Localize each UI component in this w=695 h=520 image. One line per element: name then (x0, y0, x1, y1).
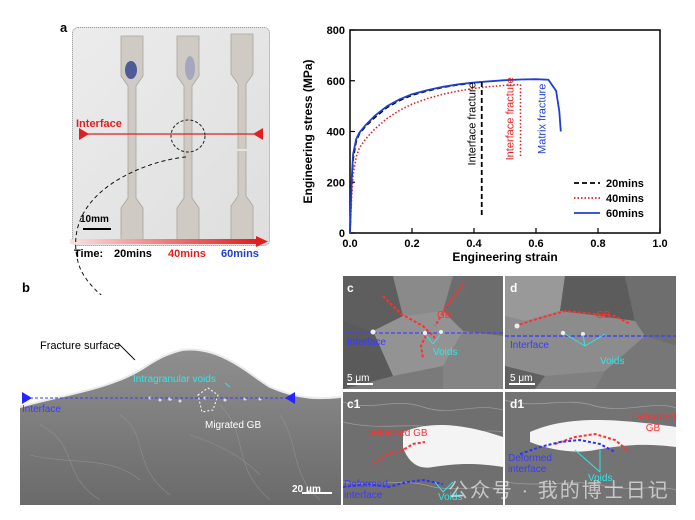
interface-label-d: Interface (510, 340, 549, 351)
deformed-interface-label-c1: Deformed interface (344, 479, 388, 501)
x-tick-label: 0.0 (342, 238, 357, 250)
scale-bar-label-b: 20 μm (292, 484, 321, 495)
blue-ink-mark (125, 61, 137, 79)
panel-b-letter: b (22, 280, 30, 295)
sem-image-d1 (505, 392, 676, 505)
y-axis-label: Engineering stress (MPa) (301, 59, 315, 203)
deformed-gb-line-d1 (554, 432, 631, 453)
zoom-circle (170, 119, 206, 153)
y-tick-label: 0 (339, 228, 345, 240)
sem-image-c (343, 276, 503, 389)
gb-label-d: GB (596, 310, 611, 321)
fracture-surface-label: Fracture surface (40, 340, 121, 352)
voids-label-c1: Voids (438, 492, 463, 503)
specimen-profile (20, 349, 341, 505)
interface-label-b: Interface (22, 404, 61, 415)
series-line-20mins (349, 81, 482, 234)
scale-bar-label-c: 5 μm (347, 373, 370, 384)
panel-d1-letter: d1 (510, 397, 525, 411)
voids-label-c: Voids (433, 347, 458, 358)
sem-image-d (505, 276, 676, 389)
scale-bar-label-a: 10mm (80, 214, 109, 225)
migrated-gb-outline (197, 387, 219, 413)
crack-c1 (403, 425, 503, 468)
panel-c1-letter: c1 (347, 397, 361, 411)
x-tick-label: 0.6 (528, 238, 543, 250)
deformed-gb-label-d1: Deformed GB (632, 412, 676, 434)
interface-label-c: Interface (347, 337, 386, 348)
blue-dots-mark (185, 56, 195, 80)
time-20mins: 20mins (114, 248, 152, 260)
migrated-gb-label: Migrated GB (205, 420, 262, 431)
fracture-edge (20, 348, 341, 408)
crack-d1 (530, 420, 676, 452)
voids-label-d: Voids (600, 356, 625, 367)
x-axis-label: Engineering strain (452, 250, 557, 264)
x-tick-label: 0.2 (404, 238, 419, 250)
stress-strain-chart: 0.0 0.2 0.4 0.6 0.8 1.0 0 200 400 600 800 Engineeri… (301, 25, 668, 264)
x-tick-label: 1.0 (652, 238, 667, 250)
gb-line-d (514, 309, 631, 327)
panel-d-letter: d (510, 281, 518, 295)
deformed-interface-label-d1: Deformed interface (508, 453, 552, 475)
legend-label-20mins: 20mins (606, 178, 644, 190)
deformed-interface-line-d1 (519, 438, 616, 455)
interface-arrow-left-b (22, 392, 32, 404)
interface-arrow-left (79, 128, 89, 140)
time-60mins: 60mins (221, 248, 259, 260)
annotation-1: Interface fracture (505, 77, 517, 160)
y-tick-label: 200 (327, 177, 345, 189)
legend-label-40mins: 40mins (606, 193, 644, 205)
watermark: 公众号 · 我的博士日记 (448, 480, 670, 502)
annotation-2: Matrix fracture (536, 84, 548, 154)
time-label: Time: (74, 248, 104, 260)
series-line-40mins (349, 83, 521, 234)
series-line-60mins (349, 78, 562, 234)
scale-bar-label-d: 5 μm (510, 373, 533, 384)
sem-image-c1 (343, 392, 503, 505)
time-40mins: 40mins (168, 248, 206, 260)
panel-c-letter: c (347, 281, 354, 295)
y-tick-label: 600 (327, 76, 345, 88)
deformed-gb-line-c1 (372, 441, 426, 465)
x-tick-label: 0.4 (466, 238, 482, 250)
x-tick-label: 0.8 (590, 238, 605, 250)
y-tick-label: 400 (327, 127, 345, 139)
annotation-0: Interface fracture (467, 82, 479, 165)
interface-arrow-right-b (285, 392, 295, 404)
gb-label-c: GB (437, 310, 452, 321)
y-tick-label: 800 (327, 25, 345, 37)
interface-label-a: Interface (76, 118, 122, 130)
voids-label-d1: Voids (588, 473, 613, 484)
intragranular-voids-label: Intragranular voids (133, 374, 216, 385)
panel-a-letter: a (60, 20, 68, 35)
sem-image-b (20, 295, 341, 505)
gb-line-c (382, 295, 436, 339)
fracture-gap (235, 149, 249, 151)
time-arrow (70, 236, 268, 247)
legend-label-60mins: 60mins (606, 208, 644, 220)
interface-arrow-right (253, 128, 263, 140)
deformed-gb-label-c1: Deformed GB (366, 428, 428, 439)
specimen-photo (72, 27, 270, 246)
deformed-interface-line-c1 (343, 478, 444, 489)
